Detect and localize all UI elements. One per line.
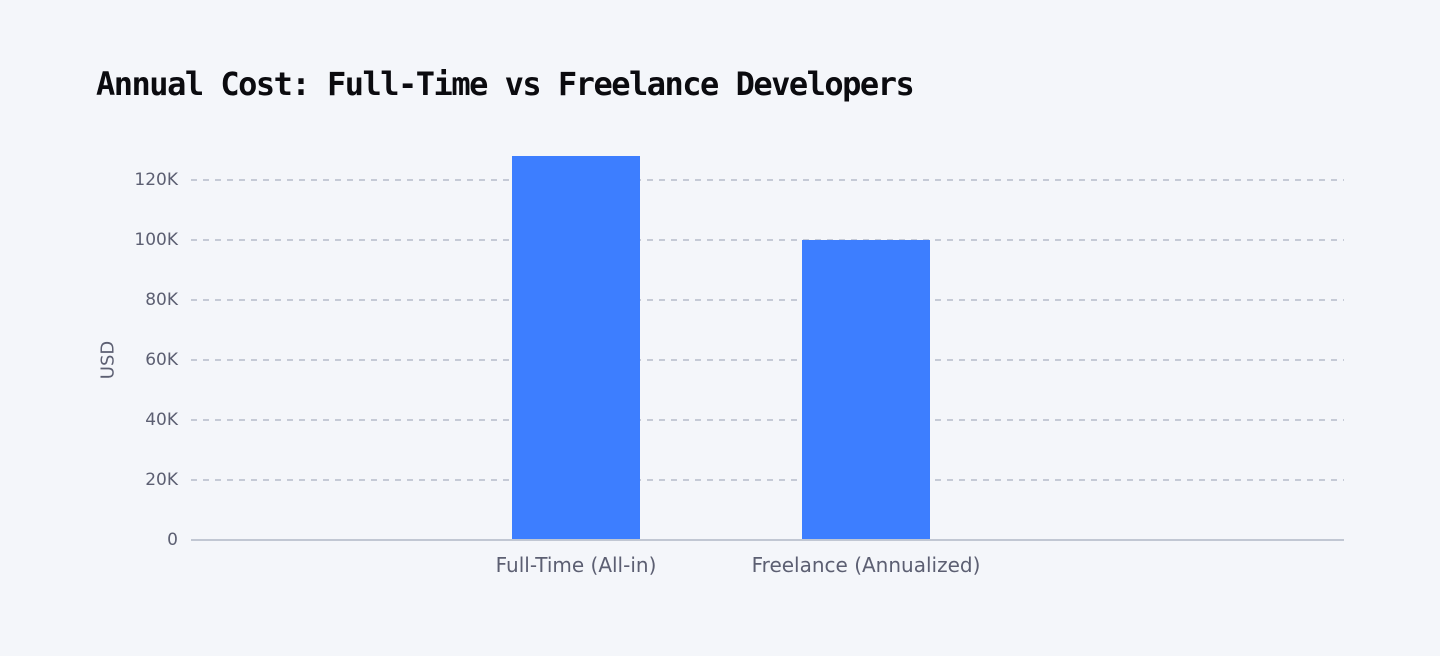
bar-freelance[interactable] [802,240,930,540]
x-tick-label-full-time: Full-Time (All-in) [495,553,657,577]
y-axis-label: USD [97,340,119,380]
bar-full-time[interactable] [512,156,640,540]
gridline-40k [191,419,1344,421]
y-tick-label: 100K [134,230,178,250]
y-tick-label: 40K [145,410,178,430]
gridline-100k [191,239,1344,241]
y-tick-label: 60K [145,350,178,370]
y-tick-label: 80K [145,290,178,310]
y-tick-label: 20K [145,470,178,490]
gridline-20k [191,479,1344,481]
gridline-80k [191,299,1344,301]
y-tick-label: 0 [167,530,178,550]
y-tick-label: 120K [134,170,178,190]
gridline-120k [191,179,1344,181]
chart-title: Annual Cost: Full-Time vs Freelance Deve… [96,65,915,103]
gridline-60k [191,359,1344,361]
x-axis-line [191,539,1344,541]
x-tick-label-freelance: Freelance (Annualized) [751,553,981,577]
